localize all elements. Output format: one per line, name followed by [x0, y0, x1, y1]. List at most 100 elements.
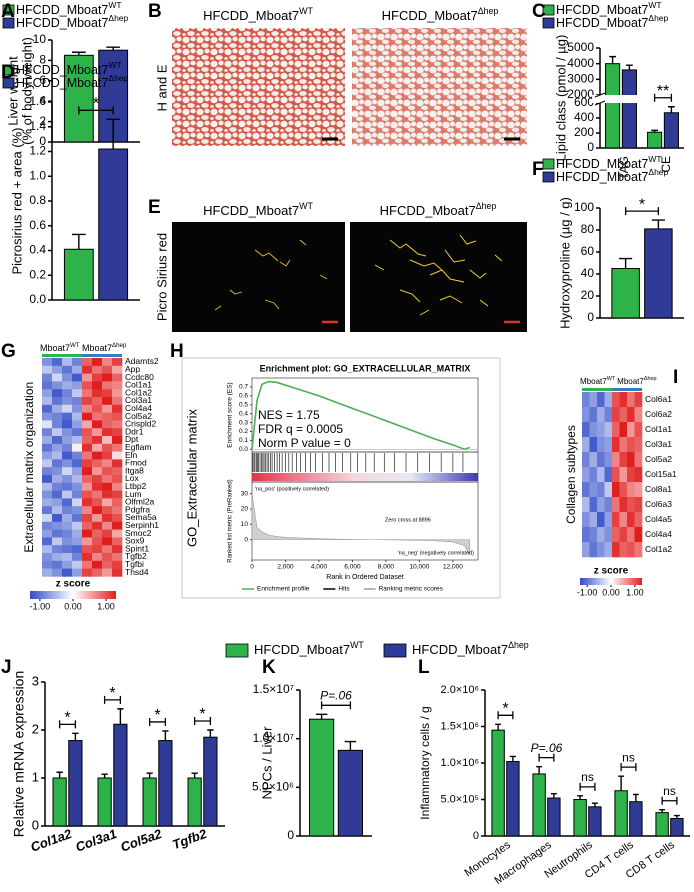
- heatmap-cell: [62, 436, 73, 445]
- y-tick-label: 0: [287, 828, 294, 842]
- heatmap-cell: [634, 437, 643, 453]
- heatmap-cell: [597, 452, 605, 468]
- significance-label: *: [199, 706, 205, 723]
- y-tick-label: 0.8: [29, 193, 46, 207]
- y-tick-label: 20: [581, 288, 595, 302]
- significance-bracket: [78, 106, 114, 115]
- y-tick-label: 10: [33, 32, 47, 46]
- y-axis-label: (% of body weight): [19, 37, 34, 145]
- heatmap-cell: [52, 560, 63, 569]
- error-bar: [509, 755, 516, 762]
- y-tick-label: 400: [574, 110, 594, 124]
- heatmap-cell: [62, 553, 73, 562]
- significance-bracket: [103, 695, 122, 704]
- image-caption-sup: WT: [299, 201, 313, 211]
- error-bar: [673, 814, 680, 819]
- heatmap-cell: [52, 537, 63, 546]
- colorbar-tick-label: 0.00: [64, 601, 82, 611]
- heatmap-cell: [72, 381, 83, 390]
- colorbar: [580, 578, 642, 585]
- significance-bracket: [579, 782, 596, 791]
- legend-label-sup: Δhep: [108, 73, 128, 83]
- y-tick-label: 3: [32, 673, 39, 688]
- heatmap-cell: [42, 467, 53, 476]
- heatmap-cell: [52, 412, 63, 421]
- legend-label: Ranking metric scores: [379, 586, 444, 593]
- row-label: Col1a2: [125, 387, 152, 397]
- heatmap-cell: [112, 358, 123, 367]
- group-bar: [42, 354, 82, 357]
- heatmap-cell: [619, 392, 628, 408]
- significance-bracket: [620, 763, 637, 772]
- heatmap-cell: [82, 568, 93, 577]
- legend-label: Hits: [338, 586, 350, 593]
- row-label: Col8a1: [645, 484, 672, 494]
- y-tick-label: 0.6: [239, 393, 248, 400]
- heatmap-cell: [92, 443, 103, 452]
- heatmap-cell: [604, 527, 613, 543]
- legend-swatch: [2, 77, 15, 89]
- legend-label-sup: Δhep: [108, 13, 128, 23]
- heatmap-cell: [92, 381, 103, 390]
- error-bar: [591, 802, 598, 807]
- heatmap-cell: [582, 482, 590, 498]
- heatmap-cell: [92, 553, 103, 562]
- heatmap-cell: [72, 404, 83, 413]
- x-tick-label: 8,000: [378, 564, 395, 571]
- heatmap-cell: [72, 475, 83, 484]
- legend-label-base: HFCDD_Mboat7: [556, 170, 648, 184]
- group-label-base: Mboat7: [40, 343, 70, 353]
- heatmap-cell: [62, 389, 73, 398]
- heatmap-cell: [102, 498, 113, 507]
- heatmap-cell: [92, 365, 103, 374]
- heatmap-cell: [102, 545, 113, 554]
- y-tick-label: 1.5×10⁷: [253, 682, 294, 696]
- heatmap-cell: [52, 482, 63, 491]
- heatmap-cell: [604, 452, 613, 468]
- x-tick-label: Tgfb2: [170, 826, 209, 852]
- heatmap-cell: [627, 422, 635, 438]
- heatmap-cell: [612, 452, 620, 468]
- heatmap-cell: [112, 506, 123, 515]
- heatmap-cell: [102, 475, 113, 484]
- heatmap-cell: [582, 512, 590, 528]
- heatmap-cell: [82, 490, 93, 499]
- group-label-base: Mboat7: [580, 377, 607, 386]
- group-bar: [582, 388, 612, 391]
- heatmap-cell: [52, 506, 63, 515]
- heatmap-cell: [42, 365, 53, 374]
- error-bar: [651, 129, 658, 133]
- row-label: Col4a4: [645, 529, 672, 539]
- row-label: Tgfb2: [125, 551, 147, 561]
- heatmap-cell: [52, 428, 63, 437]
- bar: [614, 790, 628, 837]
- y-tick-label: 5.0×10⁶: [252, 780, 294, 794]
- heatmap-cell: [619, 527, 628, 543]
- heatmap-cell: [112, 404, 123, 413]
- legend-label: HFCDD_Mboat7WT: [556, 0, 662, 17]
- group-label: Mboat7Δhep: [617, 376, 656, 386]
- error-bar: [101, 773, 108, 778]
- heatmap-cell: [52, 459, 63, 468]
- heatmap-cell: [102, 568, 113, 577]
- y-tick-label: 0.4: [29, 243, 46, 257]
- legend-label-base: HFCDD_Mboat7: [412, 642, 508, 657]
- colorbar-tick-label: 1.00: [97, 601, 115, 611]
- panel-letter: C: [532, 1, 546, 22]
- heatmap-cell: [82, 521, 93, 530]
- legend-label: HFCDD_Mboat7Δhep: [556, 13, 669, 30]
- heatmap-cell: [72, 482, 83, 491]
- heatmap-cell: [82, 443, 93, 452]
- y-tick-label: 0.7: [239, 384, 248, 391]
- legend-label-base: HFCDD_Mboat7: [556, 16, 648, 30]
- legend-label-sup: WT: [108, 60, 121, 70]
- colorbar: [30, 591, 116, 599]
- heatmap-cell: [619, 512, 628, 528]
- row-label: Col1a2: [645, 544, 672, 554]
- heatmap-cell: [72, 560, 83, 569]
- y2-tick-label: 20: [241, 506, 249, 513]
- heatmap-cell: [62, 451, 73, 460]
- heatmap-cell: [597, 392, 605, 408]
- error-bar: [146, 772, 153, 778]
- significance-label: P=.06: [531, 741, 563, 755]
